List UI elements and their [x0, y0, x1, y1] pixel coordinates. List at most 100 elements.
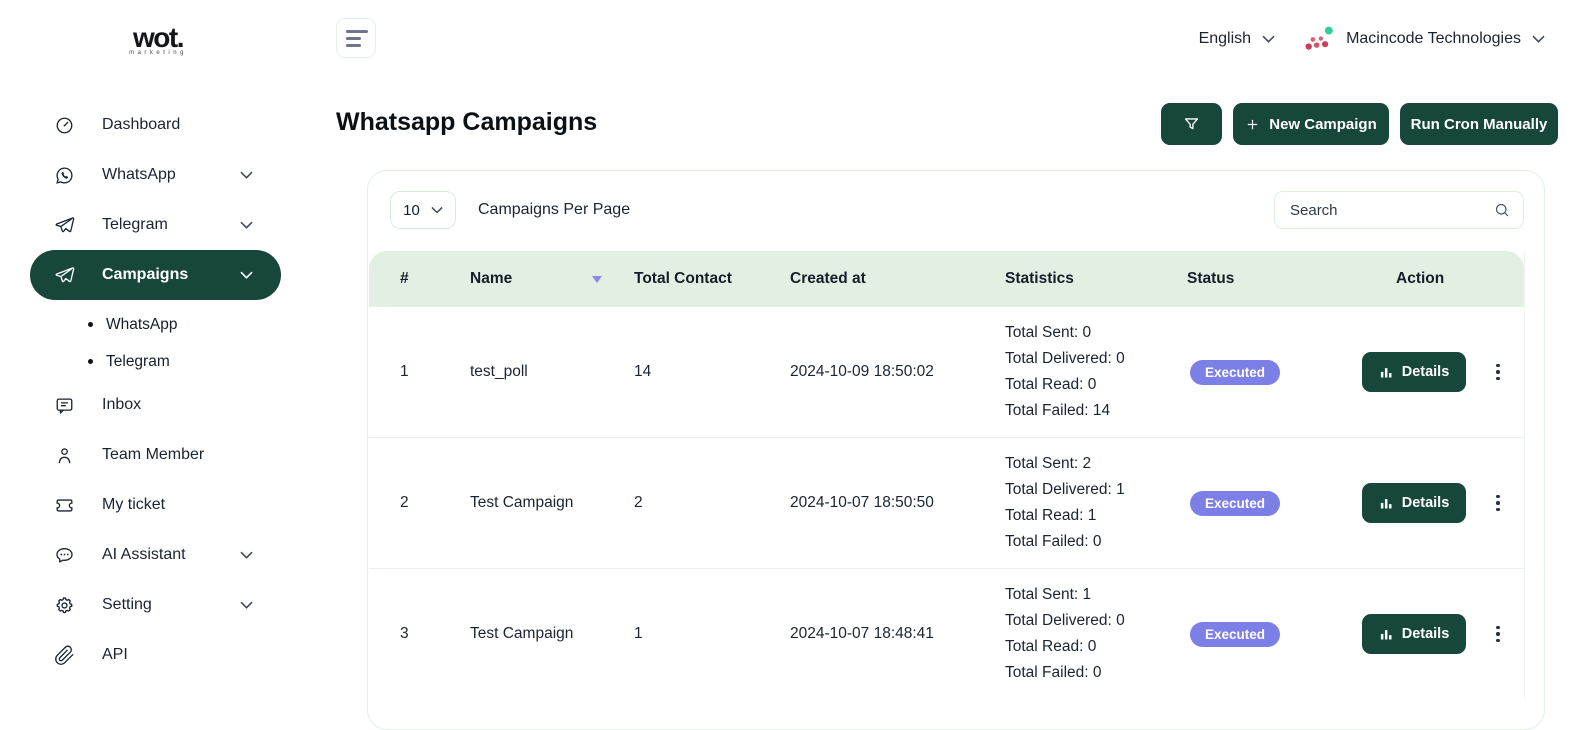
whatsapp-icon: [54, 165, 75, 186]
row-number: 3: [400, 625, 409, 642]
sidebar-item-team-member[interactable]: Team Member: [30, 430, 281, 480]
status-badge: Executed: [1190, 490, 1281, 516]
chevron-down-icon: [236, 165, 257, 186]
sidebar-item-setting[interactable]: Setting: [30, 580, 281, 630]
kebab-menu-icon[interactable]: [1492, 360, 1504, 385]
sidebar-item-my-ticket[interactable]: My ticket: [30, 480, 281, 530]
topbar-right: English Macincode Technologies: [1199, 22, 1545, 56]
details-button[interactable]: Details: [1362, 352, 1466, 392]
stat-total-sent: Total Sent: 0: [1005, 324, 1092, 341]
sidebar-item-dashboard[interactable]: Dashboard: [30, 100, 281, 150]
sidebar-toggle-button[interactable]: [336, 18, 376, 58]
campaigns-submenu: WhatsApp Telegram: [0, 306, 310, 380]
sidebar-item-api[interactable]: API: [30, 630, 281, 680]
table-row: 2 Test Campaign 2 2024-10-07 18:50:50 To…: [369, 437, 1524, 568]
organization-dropdown[interactable]: Macincode Technologies: [1303, 24, 1545, 54]
gear-icon: [54, 595, 75, 616]
row-number: 1: [400, 363, 409, 380]
stat-total-delivered: Total Delivered: 0: [1005, 350, 1125, 367]
status-badge: Executed: [1190, 621, 1281, 647]
statistics-cell: Total Sent: 1 Total Delivered: 0 Total R…: [1005, 582, 1187, 686]
bar-chart-icon: [1379, 496, 1394, 511]
campaign-name: test_poll: [470, 363, 528, 380]
new-campaign-button[interactable]: New Campaign: [1233, 103, 1389, 145]
chevron-down-icon: [1262, 35, 1275, 43]
bullet-icon: [88, 359, 93, 364]
sidebar-item-inbox[interactable]: Inbox: [30, 380, 281, 430]
bullet-icon: [88, 322, 93, 327]
sidebar: Dashboard WhatsApp Telegram: [0, 100, 310, 680]
campaigns-icon: [54, 265, 75, 286]
dashboard-icon: [54, 115, 75, 136]
kebab-menu-icon[interactable]: [1492, 622, 1504, 647]
row-number: 2: [400, 494, 409, 511]
organization-name: Macincode Technologies: [1346, 30, 1521, 47]
search-icon: [1493, 201, 1511, 219]
stat-total-read: Total Read: 0: [1005, 376, 1097, 393]
stat-total-delivered: Total Delivered: 1: [1005, 481, 1125, 498]
chevron-down-icon: [431, 206, 443, 214]
search-box: [1274, 191, 1524, 229]
kebab-menu-icon[interactable]: [1492, 491, 1504, 516]
sidebar-item-label: Inbox: [102, 396, 142, 413]
bar-chart-icon: [1379, 365, 1394, 380]
action-cell: Details: [1362, 483, 1525, 523]
logo-subtext: marketing: [129, 50, 187, 56]
filter-button[interactable]: [1161, 103, 1222, 145]
chevron-down-icon: [236, 265, 257, 286]
header-name[interactable]: Name: [441, 270, 634, 288]
header-created-at: Created at: [790, 270, 866, 287]
header-status: Status: [1187, 270, 1235, 287]
total-contact: 1: [634, 625, 643, 642]
action-cell: Details: [1362, 352, 1525, 392]
language-dropdown[interactable]: English: [1199, 30, 1275, 48]
inbox-icon: [54, 395, 75, 416]
stat-total-sent: Total Sent: 2: [1005, 455, 1092, 472]
ai-chat-icon: [54, 545, 75, 566]
created-at: 2024-10-09 18:50:02: [790, 363, 934, 380]
organization-logo-icon: [1303, 24, 1335, 54]
search-input[interactable]: [1277, 201, 1493, 219]
table-row: 3 Test Campaign 1 2024-10-07 18:48:41 To…: [369, 568, 1524, 699]
plus-icon: [1245, 117, 1260, 132]
created-at: 2024-10-07 18:50:50: [790, 494, 934, 511]
header-statistics: Statistics: [1005, 270, 1074, 287]
statistics-cell: Total Sent: 0 Total Delivered: 0 Total R…: [1005, 320, 1187, 424]
ticket-icon: [54, 495, 75, 516]
sidebar-item-label: Telegram: [102, 216, 168, 233]
sort-desc-icon[interactable]: [592, 275, 602, 283]
header-num: #: [400, 270, 409, 287]
total-contact: 14: [634, 363, 652, 380]
created-at: 2024-10-07 18:48:41: [790, 625, 934, 642]
campaigns-table: # Name Total Contact Created at Statisti…: [369, 251, 1525, 699]
sidebar-item-ai-assistant[interactable]: AI Assistant: [30, 530, 281, 580]
funnel-icon: [1182, 115, 1201, 134]
status-badge: Executed: [1190, 359, 1281, 385]
logo-text: wot.: [133, 22, 185, 53]
details-button[interactable]: Details: [1362, 483, 1466, 523]
sidebar-subitem-whatsapp[interactable]: WhatsApp: [88, 306, 310, 343]
sidebar-item-telegram[interactable]: Telegram: [30, 200, 281, 250]
sidebar-item-campaigns[interactable]: Campaigns: [30, 250, 281, 300]
total-contact: 2: [634, 494, 643, 511]
paperclip-icon: [54, 645, 75, 666]
run-cron-button[interactable]: Run Cron Manually: [1400, 103, 1558, 145]
page-actions: New Campaign Run Cron Manually: [1161, 103, 1558, 145]
table-row: 1 test_poll 14 2024-10-09 18:50:02 Total…: [369, 307, 1524, 437]
sidebar-item-whatsapp[interactable]: WhatsApp: [30, 150, 281, 200]
sidebar-subitem-label: WhatsApp: [106, 315, 178, 333]
stat-total-failed: Total Failed: 0: [1005, 533, 1102, 550]
chevron-down-icon: [236, 545, 257, 566]
sidebar-subitem-label: Telegram: [106, 352, 170, 370]
per-page-select[interactable]: 10: [390, 191, 456, 229]
stat-total-sent: Total Sent: 1: [1005, 586, 1092, 603]
chevron-down-icon: [236, 215, 257, 236]
details-button[interactable]: Details: [1362, 614, 1466, 654]
person-icon: [54, 445, 75, 466]
stat-total-failed: Total Failed: 0: [1005, 664, 1102, 681]
header-total-contact: Total Contact: [634, 270, 732, 287]
chevron-down-icon: [1532, 35, 1545, 43]
page-title: Whatsapp Campaigns: [336, 108, 598, 136]
campaigns-card: 10 Campaigns Per Page # Name Total Conta…: [367, 170, 1545, 730]
sidebar-subitem-telegram[interactable]: Telegram: [88, 343, 310, 380]
